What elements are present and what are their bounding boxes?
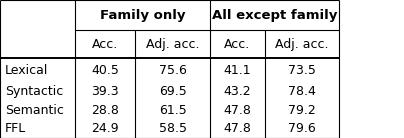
Text: 61.5: 61.5 <box>159 104 187 117</box>
Text: 43.2: 43.2 <box>223 85 251 98</box>
Text: 24.9: 24.9 <box>91 122 119 135</box>
Text: 47.8: 47.8 <box>223 104 251 117</box>
Text: 79.2: 79.2 <box>288 104 316 117</box>
Text: Acc.: Acc. <box>224 38 250 51</box>
Text: 69.5: 69.5 <box>159 85 187 98</box>
Text: Semantic: Semantic <box>5 104 64 117</box>
Text: 58.5: 58.5 <box>159 122 187 135</box>
Text: 40.5: 40.5 <box>91 63 119 77</box>
Text: 47.8: 47.8 <box>223 122 251 135</box>
Text: All except family: All except family <box>212 9 337 22</box>
Text: 73.5: 73.5 <box>288 63 316 77</box>
Text: 78.4: 78.4 <box>288 85 316 98</box>
Text: 79.6: 79.6 <box>288 122 316 135</box>
Text: 75.6: 75.6 <box>159 63 187 77</box>
Text: FFL: FFL <box>5 122 26 135</box>
Text: 41.1: 41.1 <box>223 63 251 77</box>
Text: Adj. acc.: Adj. acc. <box>146 38 200 51</box>
Text: 39.3: 39.3 <box>91 85 119 98</box>
Text: Syntactic: Syntactic <box>5 85 63 98</box>
Text: Lexical: Lexical <box>5 63 48 77</box>
Text: Family only: Family only <box>100 9 185 22</box>
Text: Acc.: Acc. <box>92 38 118 51</box>
Text: Adj. acc.: Adj. acc. <box>275 38 329 51</box>
Text: 28.8: 28.8 <box>91 104 119 117</box>
